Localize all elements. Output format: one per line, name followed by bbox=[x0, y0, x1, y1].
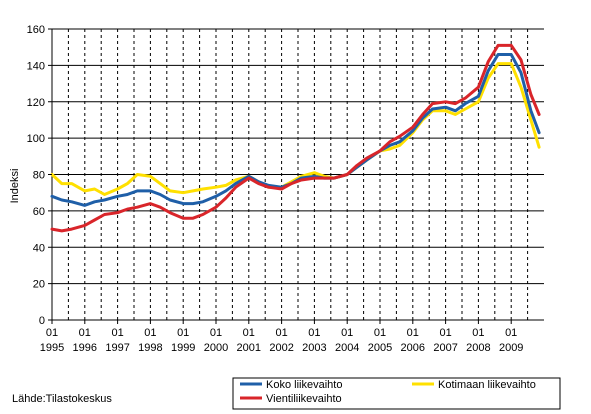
x-tick-month-1996: 01 bbox=[79, 327, 91, 339]
x-tick-year-1995: 1995 bbox=[40, 342, 64, 354]
vertical-gridlines bbox=[67, 29, 529, 320]
x-tick-year-1997: 1997 bbox=[105, 342, 129, 354]
x-tick-year-2004: 2004 bbox=[335, 342, 359, 354]
y-tick-label-80: 80 bbox=[33, 170, 45, 182]
x-tick-year-2007: 2007 bbox=[433, 342, 457, 354]
series-line-vientiliikevaihto bbox=[50, 43, 541, 233]
legend: Koko liikevaihto Kotimaan liikevaihto Vien… bbox=[232, 377, 561, 410]
x-tick-month-2000: 01 bbox=[210, 327, 222, 339]
x-tick-year-1998: 1998 bbox=[138, 342, 162, 354]
y-tick-label-160: 160 bbox=[27, 24, 45, 36]
x-tick-month-1999: 01 bbox=[177, 327, 189, 339]
y-tick-label-120: 120 bbox=[27, 97, 45, 109]
x-tick-year-2009: 2009 bbox=[499, 342, 523, 354]
x-tick-month-2003: 01 bbox=[308, 327, 320, 339]
y-tick-label-60: 60 bbox=[33, 206, 45, 218]
x-tick-year-2000: 2000 bbox=[204, 342, 228, 354]
x-tick-month-2006: 01 bbox=[407, 327, 419, 339]
legend-label-vientiliikevaihto: Vientiliikevaihto bbox=[266, 393, 342, 405]
x-tick-year-2002: 2002 bbox=[269, 342, 293, 354]
x-tick-month-2002: 01 bbox=[275, 327, 287, 339]
y-tick-label-140: 140 bbox=[27, 60, 45, 72]
legend-label-koko-liikevaihto: Koko liikevaihto bbox=[266, 379, 342, 391]
y-tick-label-40: 40 bbox=[33, 242, 45, 254]
x-tick-month-1997: 01 bbox=[111, 327, 123, 339]
x-tick-year-1996: 1996 bbox=[73, 342, 97, 354]
x-axis-ticks: 01 1995 01 1996 01 1997 01 1998 01 1999 01 2000 01 20… bbox=[40, 320, 523, 354]
y-tick-label-0: 0 bbox=[39, 315, 45, 327]
y-tick-label-100: 100 bbox=[27, 133, 45, 145]
x-tick-month-1995: 01 bbox=[46, 327, 58, 339]
x-tick-month-2005: 01 bbox=[374, 327, 386, 339]
x-tick-month-1998: 01 bbox=[144, 327, 156, 339]
y-axis-label: Indeksi bbox=[9, 169, 21, 204]
x-tick-year-2001: 2001 bbox=[237, 342, 261, 354]
y-tick-label-20: 20 bbox=[33, 279, 45, 291]
x-tick-year-2008: 2008 bbox=[466, 342, 490, 354]
x-tick-year-2005: 2005 bbox=[368, 342, 392, 354]
legend-label-kotimaan-liikevaihto: Kotimaan liikevaihto bbox=[438, 379, 536, 391]
x-tick-month-2009: 01 bbox=[505, 327, 517, 339]
series-lines bbox=[50, 43, 541, 233]
x-tick-year-2003: 2003 bbox=[302, 342, 326, 354]
x-tick-month-2007: 01 bbox=[439, 327, 451, 339]
x-tick-month-2008: 01 bbox=[472, 327, 484, 339]
x-tick-year-1999: 1999 bbox=[171, 342, 195, 354]
y-axis-ticks: 0 20 40 60 80 100 120 140 160 bbox=[27, 24, 52, 327]
x-tick-month-2001: 01 bbox=[243, 327, 255, 339]
legend-box bbox=[232, 377, 561, 410]
x-tick-month-2004: 01 bbox=[341, 327, 353, 339]
source-note: Lähde:Tilastokeskus bbox=[12, 393, 112, 405]
series-line-kotimaan-liikevaihto bbox=[50, 62, 541, 196]
x-tick-year-2006: 2006 bbox=[401, 342, 425, 354]
